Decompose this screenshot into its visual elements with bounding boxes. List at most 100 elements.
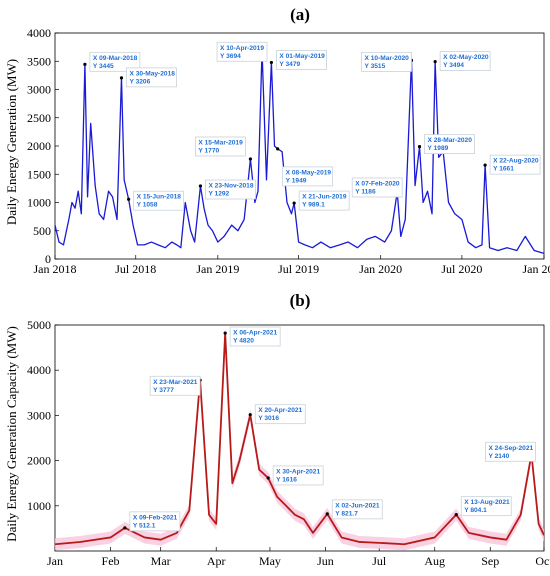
chart-a-datatip-y: Y 1661 <box>493 166 514 173</box>
chart-a-datatip-marker <box>83 62 87 66</box>
chart-b-xtick-label: Oct <box>535 554 550 568</box>
chart-a-xtick-label: Jul 2019 <box>278 262 319 276</box>
chart-a-datatip-x: X 21-Jun-2019 <box>302 194 347 201</box>
chart-b-datatip-y: Y 3777 <box>153 387 174 394</box>
chart-b-datatip-x: X 24-Sep-2021 <box>488 445 533 452</box>
chart-a-ytick-label: 3500 <box>27 54 51 68</box>
chart-b-ytick-label: 2000 <box>27 454 51 468</box>
chart-b-xtick-label: Jun <box>317 554 334 568</box>
chart-a-ytick-label: 1500 <box>27 167 51 181</box>
chart-a-datatip-x: X 10-Apr-2019 <box>220 45 264 52</box>
chart-b-datatip-box <box>254 404 306 425</box>
chart-b-datatip-x: X 02-Jun-2021 <box>335 502 380 509</box>
chart-b-datatip-box <box>129 511 181 532</box>
chart-a-xtick-label: Jul 2020 <box>441 262 482 276</box>
chart-b-ytick-label: 1000 <box>27 499 51 513</box>
chart-b-datatip-y: Y 821.7 <box>335 510 358 517</box>
chart-a-datatip-box <box>205 179 256 200</box>
chart-a-datatip-x: X 28-Mar-2020 <box>428 137 473 144</box>
chart-a-datatip-x: X 15-Jun-2018 <box>137 194 182 201</box>
chart-a-datatip-y: Y 1989 <box>428 145 449 152</box>
chart-a-xtick-label: Jan 2019 <box>196 262 239 276</box>
chart-b-datatip-box <box>229 326 281 347</box>
chart-b-datatip-x: X 06-Apr-2021 <box>233 330 277 337</box>
chart-a-xtick-label: Jan 2018 <box>34 262 77 276</box>
chart-a: (a) Daily Energy Generation (MW) 0 500 100… <box>4 5 550 276</box>
chart-a-datatip-x: X 10-Mar-2020 <box>364 55 409 62</box>
chart-a-datatip-box <box>89 51 141 72</box>
chart-b-datatip-y: Y 1616 <box>276 476 297 483</box>
chart-b-datatip-y: Y 3016 <box>258 415 279 422</box>
chart-b-datatip-x: X 09-Feb-2021 <box>133 514 178 521</box>
chart-b-datatip-y: Y 804.1 <box>464 507 487 514</box>
chart-a-datatip-y: Y 3515 <box>364 63 385 70</box>
chart-b-ytick-label: 5000 <box>27 318 51 332</box>
chart-a-datatip-x: X 22-Aug-2020 <box>493 158 539 165</box>
chart-a-datatip-x: X 08-May-2019 <box>286 169 332 176</box>
chart-a-datatip-x: X 07-Feb-2020 <box>355 180 400 187</box>
chart-a-datatip-marker <box>292 201 296 205</box>
chart-b-xtick-label: Sep <box>481 554 499 568</box>
chart-b-xtick-label: Jan <box>47 554 63 568</box>
chart-b-frame <box>54 324 545 552</box>
chart-a-datatip-y: Y 1949 <box>286 177 307 184</box>
chart-a-datatip-box <box>424 134 475 155</box>
chart-b-xtick-label: May <box>259 554 281 568</box>
chart-a-datatip-y: Y 989.1 <box>302 202 325 209</box>
chart-a-datatip-marker <box>417 145 422 149</box>
chart-a-datatip-x: X 15-Mar-2019 <box>198 139 243 146</box>
chart-a-datatip-marker <box>269 60 273 65</box>
chart-a-ytick-label: 4000 <box>27 26 51 40</box>
chart-a-datatip-box <box>216 41 268 62</box>
chart-b-xtick-label: Jul <box>372 554 387 568</box>
chart-a-datatip-marker <box>276 147 280 151</box>
chart-b-ytick-label: 4000 <box>27 363 51 377</box>
chart-a-datatip-box <box>361 52 412 72</box>
chart-a-datatip-box <box>133 190 185 211</box>
chart-a-xtick-label: Jan 2021 <box>523 262 550 276</box>
chart-a-xtick-label: Jan 2020 <box>359 262 402 276</box>
chart-a-datatip-y: Y 1770 <box>198 147 219 154</box>
chart-b-ytick-label: 3000 <box>27 408 51 422</box>
chart-b-datatip-box <box>272 465 324 486</box>
chart-a-datatip-y: Y 3445 <box>93 63 114 70</box>
chart-b-xtick-label: Aug <box>424 554 445 568</box>
chart-b-series-line <box>54 332 545 546</box>
chart-a-ytick-label: 2000 <box>27 139 51 153</box>
chart-a-datatip-box <box>126 67 177 88</box>
chart-a-datatip-box <box>275 50 327 70</box>
chart-a-ytick-label: 0 <box>45 252 51 266</box>
chart-b: (b) Daily Energy Generation Capacity (MW… <box>4 291 550 568</box>
chart-b-plot-area: 1000 2000 3000 4000 5000 Jan Feb Mar Apr May Jun Ju… <box>27 318 550 568</box>
chart-a-datatip-y: Y 3494 <box>443 62 464 69</box>
chart-b-datatip-x: X 30-Apr-2021 <box>276 468 320 475</box>
chart-a-title: (a) <box>290 5 310 24</box>
chart-a-datatip-box <box>282 166 334 187</box>
chart-a-datatip-y: Y 1292 <box>208 191 229 198</box>
chart-a-datatip-box <box>195 136 246 157</box>
chart-b-datatip-marker <box>266 476 270 480</box>
